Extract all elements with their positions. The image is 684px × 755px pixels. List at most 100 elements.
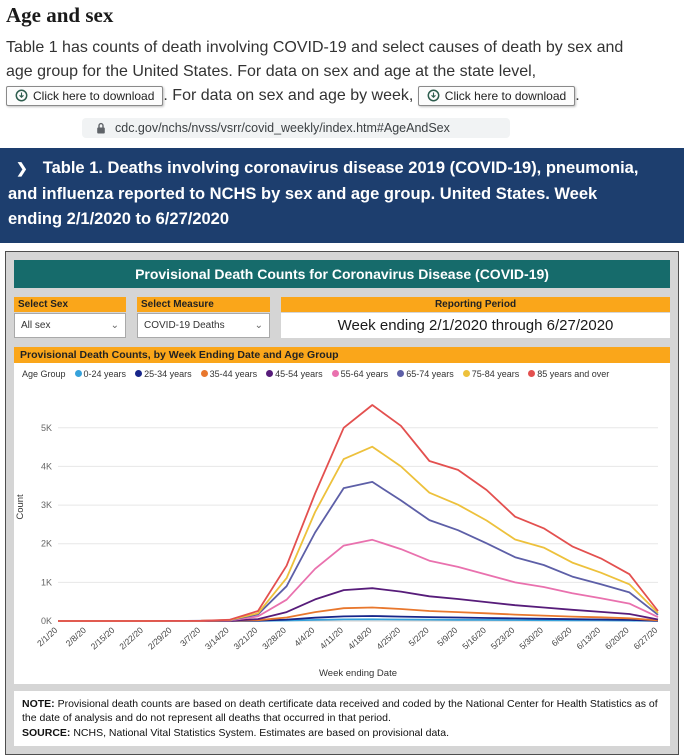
svg-text:4/25/20: 4/25/20 [374,625,402,652]
svg-text:Count: Count [15,494,26,520]
svg-text:4/4/20: 4/4/20 [292,625,316,648]
svg-text:5/23/20: 5/23/20 [489,625,517,652]
source-text: NCHS, National Vital Statistics System. … [70,726,449,739]
svg-text:4/11/20: 4/11/20 [318,625,346,651]
svg-text:3/14/20: 3/14/20 [203,625,231,652]
download-week-data-button[interactable]: Click here to download [417,85,576,106]
chevron-down-icon: ⌄ [110,319,119,331]
legend-item-25-34-years[interactable]: 25-34 years [135,369,192,379]
reporting-period-control: Reporting Period Week ending 2/1/2020 th… [281,296,670,338]
legend-label: 45-54 years [275,368,323,379]
legend-dot [331,370,339,378]
dashboard-title: Provisional Death Counts for Coronavirus… [14,259,670,288]
svg-text:5K: 5K [41,422,52,432]
legend-item-85-years-and-over[interactable]: 85 years and over [528,369,609,379]
select-sex-control: Select Sex All sex ⌄ [14,296,126,338]
note-label: NOTE: [22,697,55,710]
address-url: cdc.gov/nchs/nvss/vsrr/covid_weekly/inde… [115,121,450,135]
svg-text:5/2/20: 5/2/20 [406,625,430,648]
legend-dot [200,370,208,378]
legend-item-65-74-years[interactable]: 65-74 years [397,369,454,379]
svg-text:1K: 1K [41,577,52,587]
legend-dot [74,370,82,378]
chart-panel: Age Group 0-24 years 25-34 years 35-44 yea… [14,362,670,684]
legend-item-75-84-years[interactable]: 75-84 years [462,368,520,379]
legend-label: 65-74 years [406,368,454,379]
legend-items: 0-24 years 25-34 years 35-44 years 45-54 ye… [74,368,609,379]
legend-dot [462,370,470,378]
svg-text:6/13/20: 6/13/20 [574,625,602,652]
source-label: SOURCE: [22,726,71,739]
svg-text:5/16/20: 5/16/20 [460,625,488,652]
page: Age and sex Table 1 has counts of death … [0,3,684,755]
svg-text:3/28/20: 3/28/20 [260,625,288,652]
select-sex-dropdown[interactable]: All sex ⌄ [14,312,126,338]
table1-section-header[interactable]: ❯ Table 1. Deaths involving coronavirus d… [0,148,684,243]
powerbi-dashboard: Provisional Death Counts for Coronavirus… [5,250,679,755]
legend-label: 35-44 years [209,368,258,379]
page-title: Age and sex [6,3,114,27]
svg-text:5/9/20: 5/9/20 [435,625,459,648]
svg-text:2/8/20: 2/8/20 [64,625,88,648]
svg-text:6/6/20: 6/6/20 [549,625,573,648]
download-button-label: Click here to download [33,88,155,103]
age-group-line-chart[interactable]: 0K 1K 2K 3K 4K 5K 2/1/20 2/8/20 2/15/20 2/22/20 2/… [14,379,670,679]
svg-text:2/15/20: 2/15/20 [89,625,117,652]
svg-text:6/27/20: 6/27/20 [632,625,660,652]
svg-text:4K: 4K [41,461,52,471]
download-button-label: Click here to download [444,88,567,103]
reporting-period-label: Reporting Period [281,296,670,312]
intro-text-3: . [575,87,580,104]
dashboard-controls: Select Sex All sex ⌄ Select Measure COVI… [14,296,670,338]
svg-text:2/29/20: 2/29/20 [146,625,174,652]
reporting-period-value: Week ending 2/1/2020 through 6/27/2020 [281,312,670,338]
select-measure-dropdown[interactable]: COVID-19 Deaths ⌄ [137,312,270,338]
address-bar[interactable]: cdc.gov/nchs/nvss/vsrr/covid_weekly/inde… [82,118,510,138]
legend-label: 55-64 years [340,368,389,379]
svg-text:2K: 2K [41,538,52,548]
svg-text:2/1/20: 2/1/20 [35,625,59,648]
select-sex-label: Select Sex [14,296,126,312]
select-measure-value: COVID-19 Deaths [144,319,225,331]
note-text: Provisional death counts are based on de… [22,697,658,725]
lock-icon [97,122,105,133]
legend-item-45-54-years[interactable]: 45-54 years [266,369,323,379]
legend-item-35-44-years[interactable]: 35-44 years [200,368,258,379]
svg-text:2/22/20: 2/22/20 [117,625,145,652]
select-measure-control: Select Measure COVID-19 Deaths ⌄ [137,296,270,338]
source-line: SOURCE: NCHS, National Vital Statistics … [22,726,662,740]
download-icon [427,89,440,102]
intro-text-1: Table 1 has counts of death involving CO… [6,39,624,80]
legend-title: Age Group [22,368,66,379]
chart-legend: Age Group 0-24 years 25-34 years 35-44 yea… [14,366,670,379]
svg-text:5/30/20: 5/30/20 [517,625,545,652]
svg-text:3K: 3K [41,500,52,510]
legend-item-55-64-years[interactable]: 55-64 years [331,368,389,379]
svg-text:Week ending Date: Week ending Date [319,668,397,679]
svg-text:0K: 0K [41,616,52,626]
chevron-right-icon: ❯ [16,160,28,176]
legend-label: 85 years and over [537,368,610,379]
svg-text:3/7/20: 3/7/20 [178,625,202,648]
legend-dot [528,370,536,378]
select-measure-label: Select Measure [137,296,270,312]
intro-text-2: . For data on sex and age by week, [163,87,414,104]
legend-dot [135,370,143,378]
select-sex-value: All sex [21,319,51,331]
table1-section-title: Table 1. Deaths involving coronavirus di… [8,159,639,229]
svg-text:4/18/20: 4/18/20 [346,625,374,652]
legend-label: 0-24 years [83,368,127,379]
legend-label: 75-84 years [471,368,520,379]
legend-dot [266,370,274,378]
svg-text:3/21/20: 3/21/20 [232,625,260,652]
note-panel: NOTE: Provisional death counts are based… [14,690,670,747]
legend-label: 25-34 years [144,368,192,379]
svg-text:6/20/20: 6/20/20 [603,625,631,652]
download-state-data-button[interactable]: Click here to download [6,85,164,106]
note-line: NOTE: Provisional death counts are based… [22,697,662,726]
chart-title: Provisional Death Counts, by Week Ending… [14,346,670,363]
download-icon [15,89,28,102]
chevron-down-icon: ⌄ [254,319,263,331]
legend-item-0-24-years[interactable]: 0-24 years [74,368,127,379]
legend-dot [397,370,405,378]
